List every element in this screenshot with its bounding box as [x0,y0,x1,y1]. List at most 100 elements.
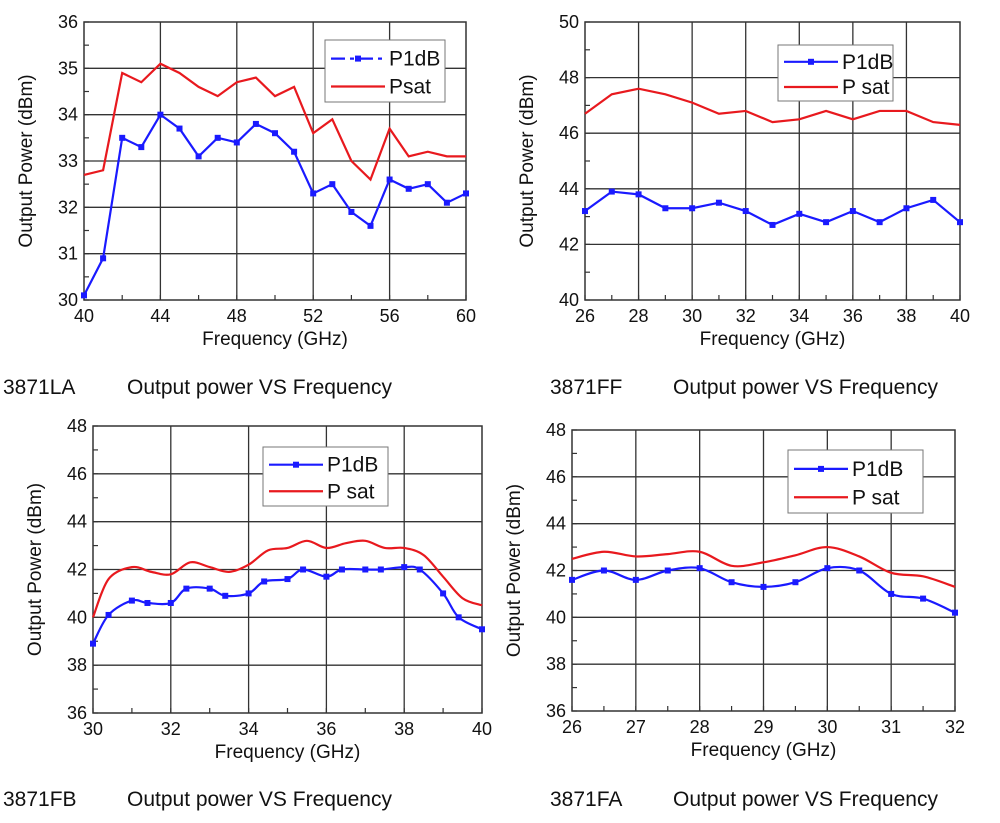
data-point-marker [195,153,202,160]
data-point-marker [824,565,831,572]
chart-4: 26 27 28 29 30 31 32 36 38 40 42 44 46 48 Frequency (G… [504,420,965,761]
x-tick-label: 52 [303,306,323,326]
data-point-marker [635,191,642,198]
series-line-p-sat [91,539,483,618]
data-point-marker [167,599,174,606]
y-tick-label: 44 [559,179,579,199]
y-tick-label: 33 [58,151,78,171]
data-point-marker [957,219,963,226]
data-point-marker [284,576,291,583]
x-tick-label: 26 [562,717,582,737]
data-point-marker [157,111,164,118]
data-point-marker [144,599,151,606]
legend-label: P sat [852,486,900,509]
caption-id-3: 3871FB [3,788,77,811]
x-tick-label: 32 [736,306,756,326]
data-point-marker [849,208,856,215]
x-tick-label: 48 [227,306,247,326]
legend-marker [808,58,814,65]
data-point-marker [792,579,799,586]
y-axis-label: Output Power (dBm) [517,74,538,247]
data-point-marker [440,590,447,597]
legend-box [787,449,924,514]
data-point-marker [272,130,278,137]
x-tick-label: 38 [896,306,916,326]
x-tick-label: 40 [74,306,94,326]
y-tick-label: 40 [559,290,579,310]
chart-3: 30 32 34 36 38 40 36 38 40 42 44 46 48 Frequency (GHz… [25,416,492,763]
y-tick-label: 44 [546,514,566,534]
data-point-marker [856,567,863,574]
caption-text-2: Output power VS Frequency [673,376,938,399]
y-tick-label: 38 [546,654,566,674]
data-point-marker [582,208,588,215]
x-tick-label: 31 [881,717,901,737]
caption-id-4: 3871FA [550,788,623,811]
data-point-marker [920,595,927,602]
data-point-marker [569,576,575,583]
x-tick-label: 30 [817,717,837,737]
data-point-marker [386,176,393,183]
y-tick-label: 42 [546,561,566,581]
x-axis-label: Frequency (GHz) [215,742,361,763]
data-point-marker [367,222,374,229]
x-tick-label: 27 [626,717,646,737]
y-axis-label: Output Power (dBm) [16,74,37,247]
x-axis-label: Frequency (GHz) [700,329,846,350]
caption-id-2: 3871FF [550,376,623,399]
data-point-marker [291,148,298,155]
caption-text-4: Output power VS Frequency [673,788,938,811]
data-point-marker [183,585,190,592]
data-point-marker [689,205,696,212]
data-point-marker [338,566,345,573]
y-tick-label: 35 [58,58,78,78]
series-line-p-sat [571,545,956,588]
y-tick-label: 50 [559,12,579,32]
data-point-marker [696,565,703,572]
chart-1: 40 44 48 52 56 60 30 31 32 33 34 35 36 Frequency (GHz… [16,12,476,350]
y-tick-label: 48 [67,416,87,436]
data-point-marker [443,199,450,206]
data-point-marker [377,566,384,573]
x-tick-label: 28 [629,306,649,326]
chart-2: 26 28 30 32 34 36 38 40 40 42 44 46 48 50 Frequency (G… [517,12,970,350]
data-point-marker [245,590,252,597]
data-point-marker [233,139,240,146]
data-point-marker [742,208,749,215]
x-tick-label: 44 [150,306,170,326]
data-point-marker [176,125,183,132]
data-point-marker [138,144,145,151]
data-point-marker [90,640,96,647]
y-tick-label: 36 [58,12,78,32]
x-tick-label: 28 [690,717,710,737]
y-tick-label: 42 [559,234,579,254]
data-point-marker [769,221,776,228]
legend-box [324,39,446,103]
caption-text-1: Output power VS Frequency [127,376,392,399]
data-point-marker [888,590,895,597]
data-point-marker [362,566,369,573]
data-point-marker [323,573,330,580]
caption-text-3: Output power VS Frequency [127,788,392,811]
data-point-marker [128,597,135,604]
legend-box [777,44,894,102]
caption-id-1: 3871LA [3,376,76,399]
data-point-marker [424,181,431,188]
legend-label: P sat [327,480,375,503]
legend-marker [818,465,824,472]
data-point-marker [214,134,221,141]
y-tick-label: 36 [67,703,87,723]
y-tick-label: 30 [58,290,78,310]
data-point-marker [664,567,671,574]
legend-label: P1dB [852,458,903,481]
legend-label: P1dB [842,51,893,74]
y-tick-label: 34 [58,105,78,125]
data-point-marker [632,576,639,583]
x-tick-label: 32 [161,719,181,739]
series-line-p1db [83,113,467,296]
x-tick-label: 36 [843,306,863,326]
legend-label: P1dB [389,48,440,71]
data-point-marker [119,134,126,141]
